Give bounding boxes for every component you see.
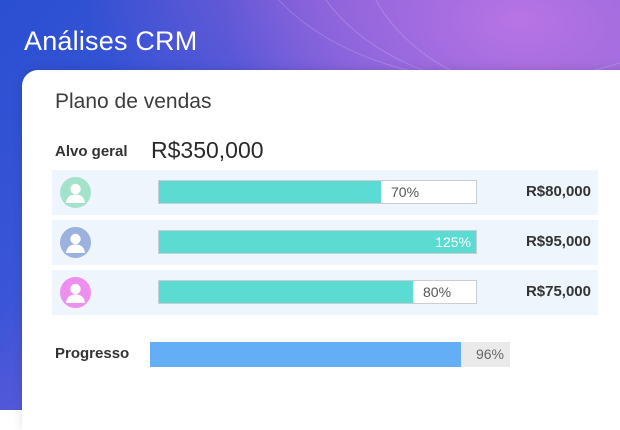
quota-bar: 80%	[158, 280, 477, 304]
quota-bar: 125%	[158, 230, 477, 254]
sales-rep-row[interactable]: 80% R$75,000	[52, 270, 598, 315]
progress-label: Progresso	[55, 345, 130, 362]
overall-progress-percent: 96%	[475, 346, 504, 362]
card-title: Plano de vendas	[55, 90, 212, 113]
goal-label: Alvo geral	[55, 143, 128, 160]
quota-bar-fill	[159, 181, 381, 203]
user-icon	[60, 227, 91, 258]
user-icon	[60, 177, 91, 208]
quota-bar: 70%	[158, 180, 477, 204]
overall-progress-fill	[150, 342, 461, 367]
quota-percent: 125%	[435, 234, 471, 250]
quota-bar-fill	[159, 281, 413, 303]
sales-amount: R$75,000	[525, 283, 591, 300]
user-icon	[60, 277, 91, 308]
quota-bar-fill	[159, 231, 476, 253]
sales-rep-row[interactable]: 125% R$95,000	[52, 220, 598, 265]
app-title: Análises CRM	[24, 26, 198, 56]
sales-amount: R$80,000	[525, 183, 591, 200]
quota-percent: 80%	[423, 284, 452, 300]
overall-progress-bar: 96%	[150, 342, 510, 367]
sales-rep-row[interactable]: 70% R$80,000	[52, 170, 598, 215]
sales-amount: R$95,000	[525, 233, 591, 250]
quota-percent: 70%	[391, 184, 420, 200]
goal-value: R$350,000	[151, 137, 264, 163]
